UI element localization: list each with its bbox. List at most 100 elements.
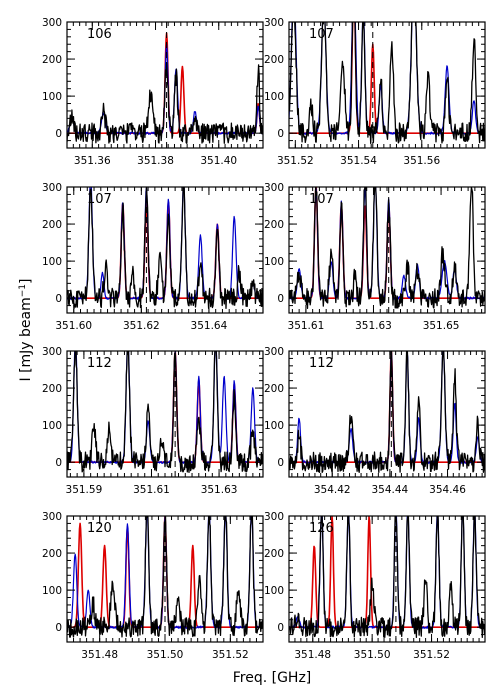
spectrum-panel-5: 351.59 351.61 351.63 0 100 200 300 112	[42, 346, 264, 496]
panel-frame	[66, 186, 264, 314]
y-tick-label: 300	[264, 17, 284, 29]
x-tick-label: 351.48	[294, 649, 331, 661]
panel-plot-area	[67, 351, 263, 477]
x-tick-label: 351.36	[74, 155, 111, 167]
x-tick-label: 351.50	[354, 649, 391, 661]
y-tick-label: 300	[264, 511, 284, 523]
spectrum-panel-4: 351.61 351.63 351.65 0 100 200 300 107	[264, 182, 486, 332]
y-tick-label: 300	[42, 511, 62, 523]
y-tick-label: 0	[277, 622, 284, 634]
spectrum-panel-7: 351.48 351.50 351.52 0 100 200 300 120	[42, 511, 264, 661]
x-tick-label: 351.56	[403, 155, 440, 167]
y-tick-label: 100	[42, 420, 62, 432]
x-tick-label: 351.52	[413, 649, 450, 661]
x-tick-label: 351.59	[66, 484, 103, 496]
panel-label: 107	[309, 192, 334, 207]
x-tick-label: 351.62	[123, 320, 160, 332]
spectrum-panel-1: 351.36 351.38 351.40 0 100 200 300 106	[42, 17, 264, 167]
species-model-spectrum-line	[289, 22, 485, 134]
panel-frame	[288, 21, 486, 149]
observed-spectrum-line	[289, 187, 485, 309]
x-tick-label: 351.54	[340, 155, 377, 167]
x-tick-label: 351.65	[423, 320, 460, 332]
spectrum-panel-8: 351.48 351.50 351.52 0 100 200 300 126	[264, 511, 486, 661]
y-axis-label-main: I [mJy beam	[18, 297, 34, 381]
x-tick-label: 351.48	[81, 649, 118, 661]
y-tick-label: 300	[264, 346, 284, 358]
x-axis-label: Freq. [GHz]	[233, 670, 312, 686]
x-tick-label: 351.50	[147, 649, 184, 661]
panel-frame	[66, 21, 264, 149]
y-axis-label: I [mJy beam−1]	[18, 278, 34, 381]
y-tick-label: 0	[277, 128, 284, 140]
panel-plot-area	[67, 22, 263, 148]
x-tick-label: 351.64	[191, 320, 228, 332]
x-tick-label: 351.63	[201, 484, 238, 496]
panel-plot-area	[289, 351, 485, 477]
y-tick-label: 100	[42, 91, 62, 103]
y-tick-label: 0	[55, 293, 62, 305]
y-tick-label: 100	[42, 256, 62, 268]
y-tick-label: 100	[264, 420, 284, 432]
observed-spectrum-line	[67, 351, 263, 473]
y-tick-label: 100	[264, 585, 284, 597]
panel-label: 106	[87, 27, 112, 42]
panel-label: 112	[87, 356, 112, 371]
y-tick-label: 100	[264, 256, 284, 268]
observed-spectrum-line	[67, 187, 263, 309]
y-tick-label: 0	[277, 457, 284, 469]
panel-label: 112	[309, 356, 334, 371]
y-tick-label: 300	[42, 182, 62, 194]
spectrum-panel-2: 351.52 351.54 351.56 0 100 200 300 107	[264, 17, 486, 167]
y-tick-label: 200	[264, 219, 284, 231]
y-tick-label: 200	[42, 383, 62, 395]
panel-plot-area	[289, 187, 485, 313]
x-tick-label: 351.52	[212, 649, 249, 661]
y-tick-label: 200	[42, 219, 62, 231]
y-axis-label-sup: −1	[18, 284, 28, 297]
panel-plot-area	[67, 187, 263, 313]
panel-label: 126	[309, 521, 334, 536]
y-tick-label: 200	[264, 54, 284, 66]
x-tick-label: 351.61	[288, 320, 325, 332]
total-model-spectrum-line	[289, 22, 485, 135]
y-tick-label: 300	[264, 182, 284, 194]
observed-spectrum-line	[67, 516, 263, 638]
observed-spectrum-line	[289, 516, 485, 638]
x-tick-label: 351.63	[355, 320, 392, 332]
y-tick-label: 0	[55, 622, 62, 634]
observed-spectrum-line	[289, 351, 485, 473]
y-tick-label: 100	[42, 585, 62, 597]
spectrum-panel-6: 354.42 354.44 354.46 0 100 200 300 112	[264, 346, 486, 496]
x-tick-label: 351.52	[277, 155, 314, 167]
y-tick-label: 300	[42, 17, 62, 29]
spectrum-panel-3: 351.60 351.62 351.64 0 100 200 300 107	[42, 182, 264, 332]
y-tick-label: 300	[42, 346, 62, 358]
y-tick-label: 100	[264, 91, 284, 103]
panel-label: 107	[309, 27, 334, 42]
panel-label: 107	[87, 192, 112, 207]
x-tick-label: 354.46	[429, 484, 466, 496]
panel-label: 120	[87, 521, 112, 536]
x-tick-label: 351.40	[200, 155, 237, 167]
x-tick-label: 351.60	[55, 320, 92, 332]
panel-frame	[288, 350, 486, 478]
panel-plot-area	[67, 516, 263, 642]
y-tick-label: 200	[42, 54, 62, 66]
y-tick-label: 200	[264, 548, 284, 560]
x-tick-label: 351.38	[137, 155, 174, 167]
observed-spectrum-line	[289, 22, 485, 144]
panel-frame	[288, 515, 486, 643]
x-tick-label: 354.42	[314, 484, 351, 496]
panel-plot-area	[289, 516, 485, 642]
y-tick-label: 200	[264, 383, 284, 395]
x-tick-label: 351.61	[133, 484, 170, 496]
x-tick-label: 354.44	[372, 484, 409, 496]
y-tick-label: 0	[55, 128, 62, 140]
y-tick-label: 0	[55, 457, 62, 469]
y-axis-label-close: ]	[18, 278, 34, 283]
y-tick-label: 200	[42, 548, 62, 560]
observed-spectrum-line	[67, 62, 263, 144]
y-tick-label: 0	[277, 293, 284, 305]
